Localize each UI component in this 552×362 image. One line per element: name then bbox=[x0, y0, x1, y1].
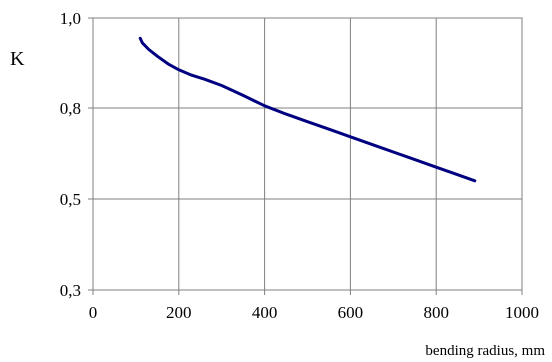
x-axis-ticks: 0 200 400 600 800 1000 bbox=[89, 290, 539, 322]
plot-area-frame bbox=[92, 17, 523, 291]
x-tick-label: 0 bbox=[89, 303, 98, 322]
x-tick-label: 600 bbox=[338, 303, 364, 322]
x-tick-label: 400 bbox=[252, 303, 278, 322]
x-tick-label: 200 bbox=[166, 303, 192, 322]
y-tick-label: 0,5 bbox=[60, 190, 81, 209]
y-axis-label: K bbox=[10, 48, 25, 70]
x-axis-label: bending radius, mm bbox=[425, 343, 545, 359]
y-tick-label: 0,8 bbox=[60, 99, 81, 118]
y-tick-label: 1,0 bbox=[60, 9, 81, 28]
series-line bbox=[138, 36, 477, 183]
x-tick-label: 800 bbox=[423, 303, 449, 322]
grid-lines bbox=[93, 18, 522, 290]
y-axis-ticks: 0,3 0,5 0,8 1,0 bbox=[60, 9, 93, 300]
y-tick-label: 0,3 bbox=[60, 281, 81, 300]
x-tick-label: 1000 bbox=[505, 303, 539, 322]
